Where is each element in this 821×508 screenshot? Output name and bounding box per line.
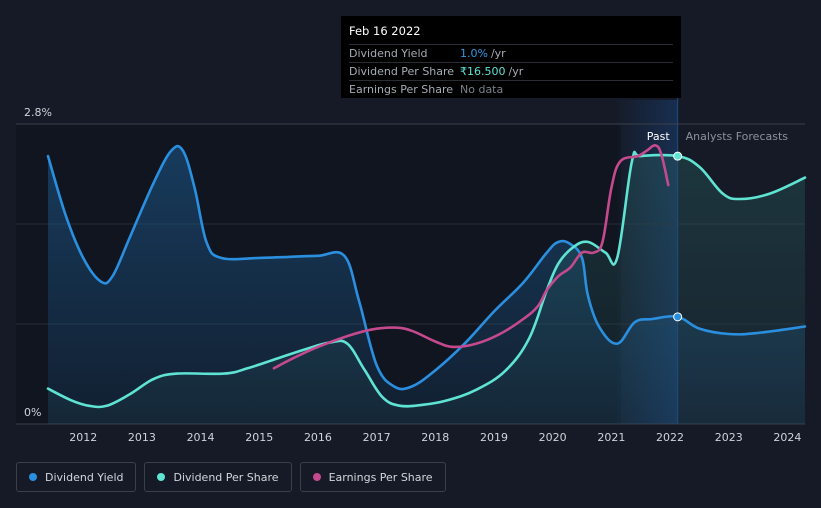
legend-label: Dividend Per Share — [173, 470, 279, 484]
x-tick-label: 2016 — [304, 431, 332, 444]
y-top-label: 2.8% — [24, 106, 52, 119]
tooltip-row-earnings-per-share: Earnings Per Share No data — [349, 80, 673, 98]
dps-marker — [673, 151, 683, 161]
tooltip-unit: /yr — [490, 47, 506, 60]
tooltip-row-dividend-per-share: Dividend Per Share ₹16.500 /yr — [349, 62, 673, 80]
x-tick-label: 2013 — [128, 431, 156, 444]
x-axis-ticks: 2012 2013 2014 2015 2016 2017 2018 2019 2020 2021… — [69, 431, 801, 444]
x-tick-label: 2015 — [245, 431, 273, 444]
tooltip-value: ₹16.500 — [460, 65, 506, 78]
legend-dot — [157, 473, 166, 481]
x-tick-label: 2018 — [421, 431, 449, 444]
x-tick-label: 2021 — [597, 431, 625, 444]
tooltip-markers — [673, 151, 683, 322]
dps-area — [48, 151, 805, 425]
legend-earnings-per-share[interactable]: Earnings Per Share — [299, 462, 446, 492]
eps-line — [272, 144, 670, 370]
y-bottom-label: 0% — [24, 406, 41, 419]
legend: Dividend Yield Dividend Per Share Earnin… — [16, 462, 446, 492]
legend-label: Dividend Yield — [45, 470, 124, 484]
legend-dot — [312, 473, 321, 481]
x-tick-label: 2019 — [480, 431, 508, 444]
x-tick-label: 2023 — [715, 431, 743, 444]
legend-dividend-per-share[interactable]: Dividend Per Share — [144, 462, 292, 492]
yield-line — [46, 144, 807, 391]
legend-label: Earnings Per Share — [328, 470, 433, 484]
tooltip-value: 1.0% — [460, 47, 488, 60]
legend-dividend-yield[interactable]: Dividend Yield — [16, 462, 137, 492]
series-areas — [48, 146, 805, 425]
tooltip-label: Dividend Per Share — [349, 65, 455, 78]
tooltip: Feb 16 2022 Dividend Yield 1.0% /yr Divi… — [341, 16, 681, 98]
dps-line — [46, 150, 807, 409]
past-label: Past — [647, 130, 671, 143]
legend-dot — [29, 473, 37, 481]
x-tick-label: 2012 — [69, 431, 97, 444]
x-tick-label: 2014 — [187, 431, 215, 444]
tooltip-unit: /yr — [508, 65, 524, 78]
tooltip-label: Earnings Per Share — [349, 83, 454, 96]
forecast-label: Analysts Forecasts — [686, 130, 789, 143]
series-lines — [46, 144, 807, 409]
x-tick-label: 2022 — [656, 431, 684, 444]
yield-marker — [673, 312, 683, 322]
x-tick-label: 2020 — [539, 431, 567, 444]
tooltip-value: No data — [460, 83, 504, 96]
tooltip-date: Feb 16 2022 — [349, 24, 421, 38]
tooltip-row-dividend-yield: Dividend Yield 1.0% /yr — [349, 44, 673, 62]
tooltip-label: Dividend Yield — [349, 47, 428, 60]
x-tick-label: 2017 — [363, 431, 391, 444]
x-tick-label: 2024 — [773, 431, 801, 444]
